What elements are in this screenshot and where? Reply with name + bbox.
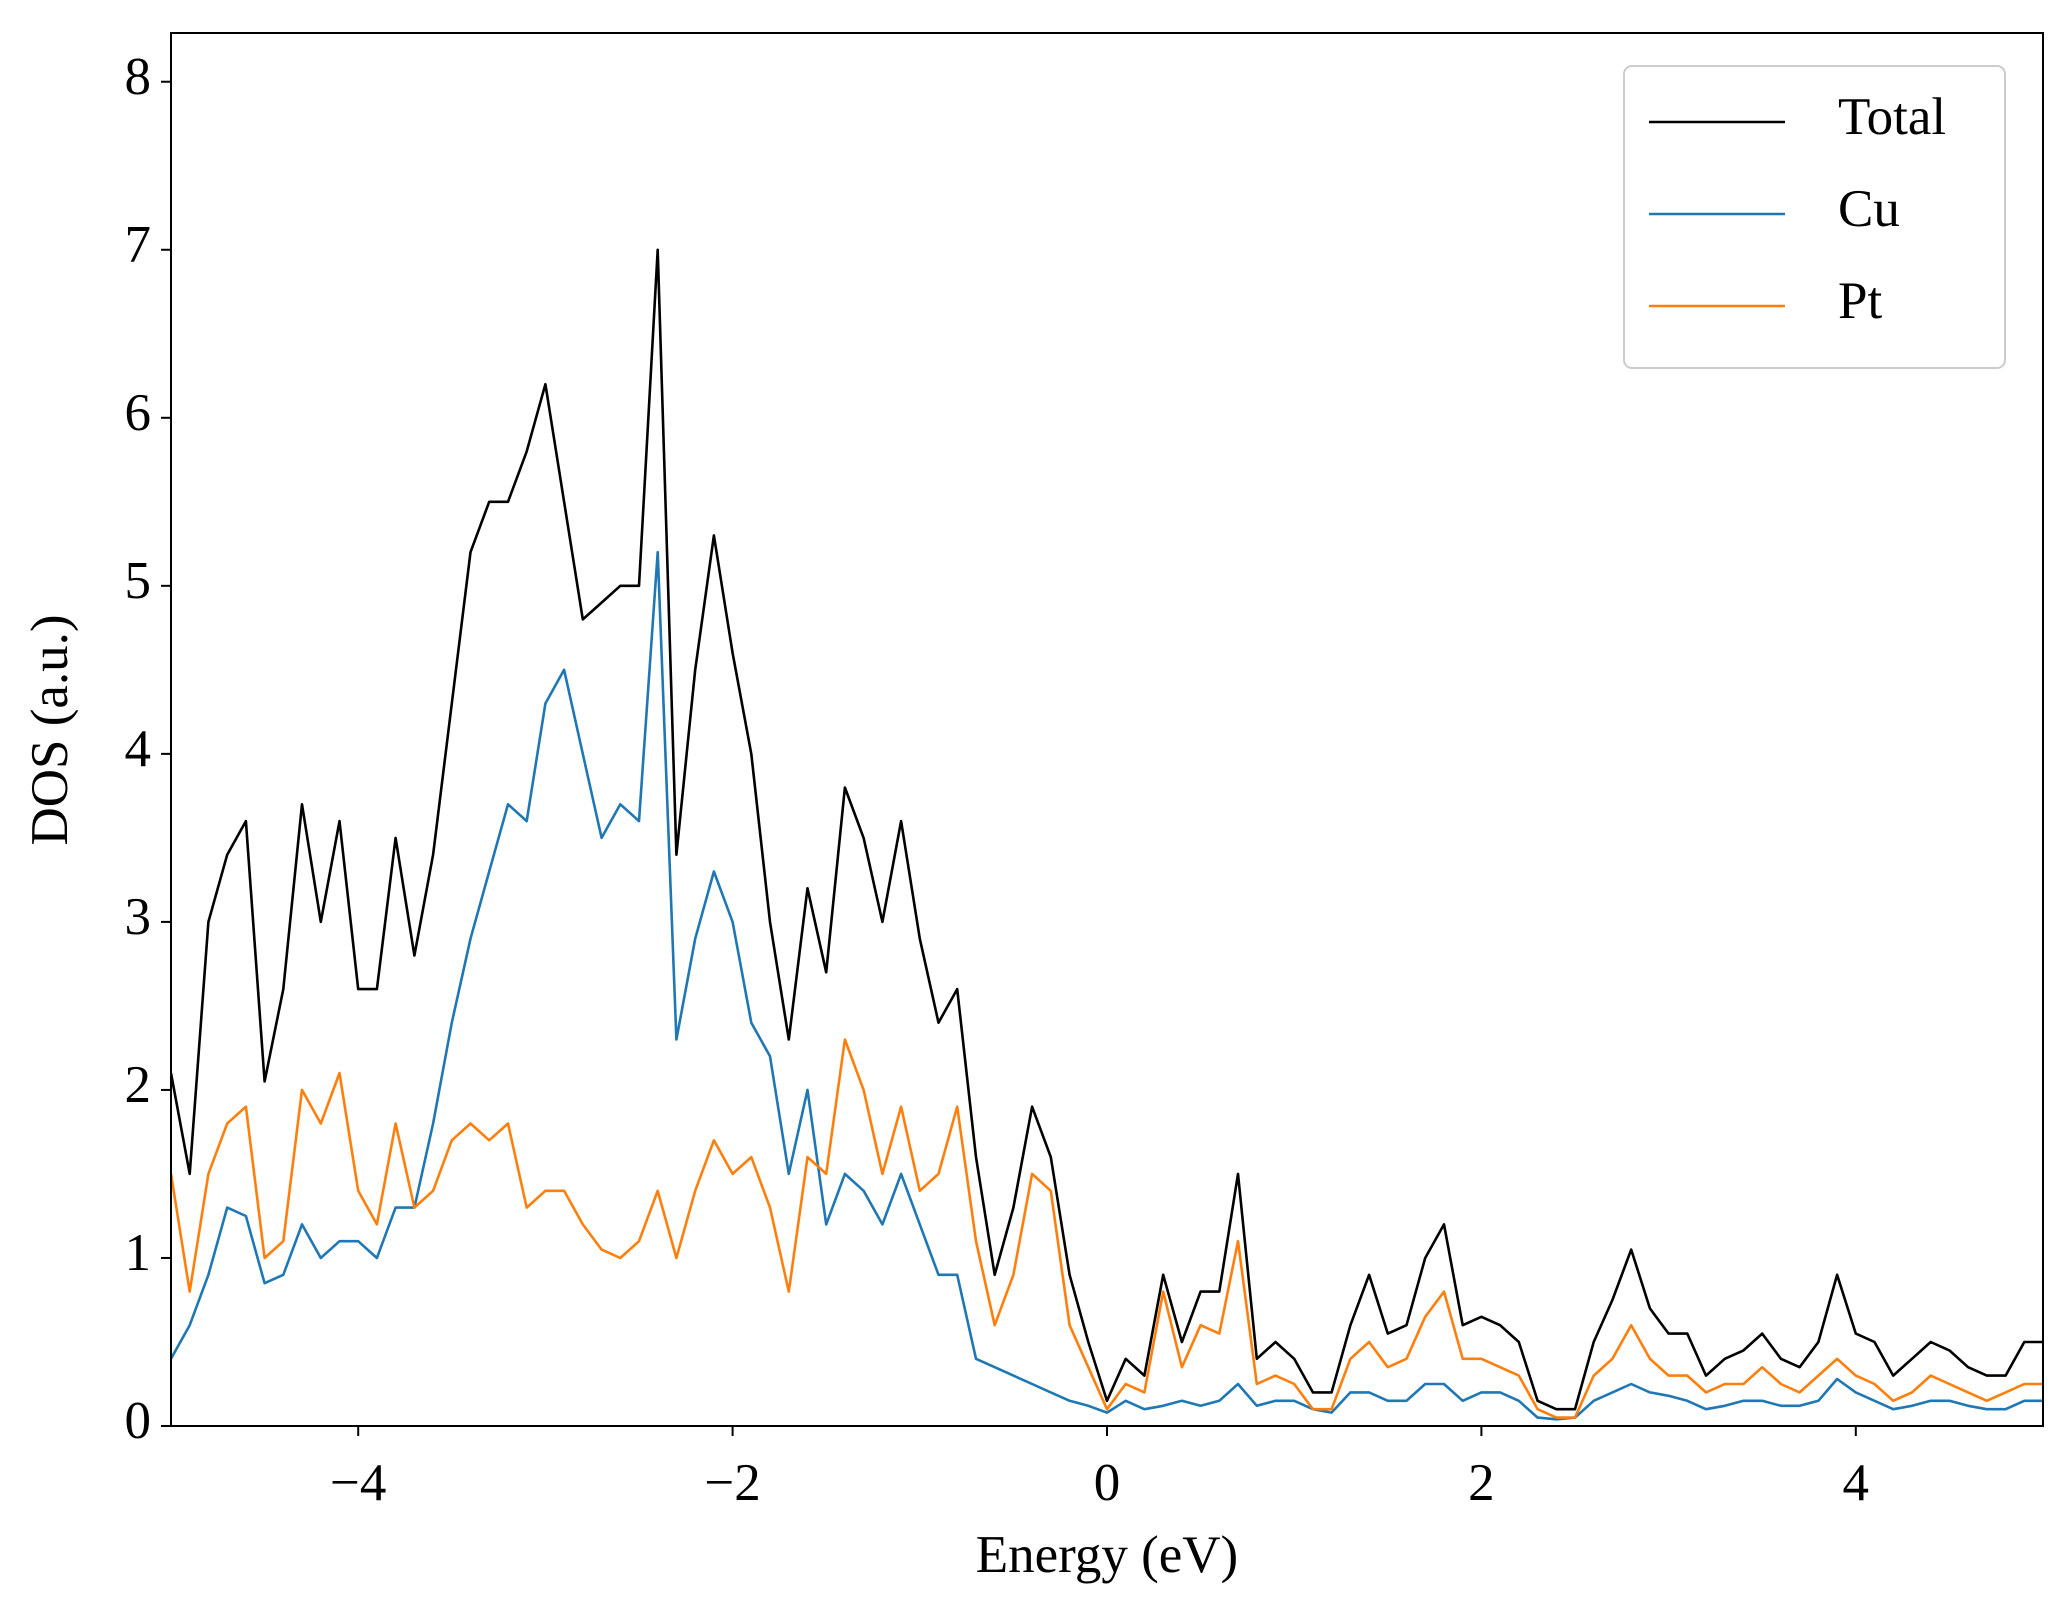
y-tick-label: 2 [125, 1056, 152, 1114]
y-tick-label: 1 [125, 1224, 152, 1282]
y-tick-label: 7 [125, 216, 152, 274]
x-tick-label: 4 [1843, 1454, 1870, 1512]
series-line [171, 550, 2043, 1421]
legend-label: Total [1838, 88, 1946, 146]
legend-label: Cu [1838, 180, 1900, 238]
series-line [171, 1038, 2043, 1419]
x-tick-label: 2 [1468, 1454, 1495, 1512]
x-axis-label: Energy (eV) [976, 1526, 1238, 1584]
x-tick-label: 0 [1094, 1454, 1121, 1512]
legend-label: Pt [1838, 272, 1882, 330]
y-tick-label: 6 [125, 384, 152, 442]
x-tick-label: −2 [704, 1454, 760, 1512]
y-axis-label: DOS (a.u.) [21, 614, 79, 845]
legend-box [1623, 65, 2006, 369]
y-tick-label: 5 [125, 552, 152, 610]
y-tick-label: 8 [125, 48, 152, 106]
series-line [171, 248, 2043, 1411]
y-tick-label: 3 [125, 888, 152, 946]
y-tick-label: 0 [125, 1392, 152, 1450]
y-tick-label: 4 [125, 720, 152, 778]
plot-frame [170, 32, 2044, 1427]
x-tick-label: −4 [330, 1454, 386, 1512]
